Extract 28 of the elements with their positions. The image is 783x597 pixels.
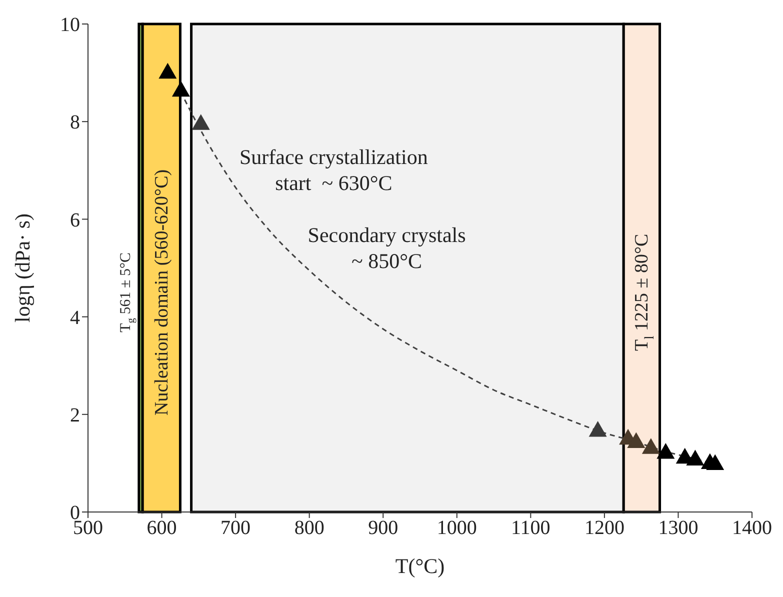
y-axis-title: logη (dPa· s) <box>10 214 34 322</box>
y-tick-label: 10 <box>60 14 80 36</box>
point <box>686 450 704 466</box>
point <box>642 438 660 454</box>
point <box>158 62 177 79</box>
point <box>627 432 646 448</box>
y-tick-label: 6 <box>70 209 80 232</box>
point <box>192 114 210 130</box>
x-tick-label: 1100 <box>511 517 550 540</box>
x-tick-label: 1200 <box>584 517 624 540</box>
annotation: Secondary crystals ~ 850°C <box>308 223 466 274</box>
y-tick-label: 2 <box>70 404 80 426</box>
x-tick-label: 600 <box>146 517 177 540</box>
annotation: Surface crystallization start ~ 630°C <box>240 145 428 196</box>
x-tick-label: 700 <box>220 517 251 540</box>
x-axis-title: T(°C) <box>395 554 445 578</box>
x-tick-label: 1300 <box>658 517 698 540</box>
point <box>656 442 675 459</box>
point <box>588 421 607 437</box>
x-tick-label: 800 <box>294 517 324 540</box>
point <box>706 454 724 470</box>
point <box>172 80 190 97</box>
x-tick-label: 1000 <box>436 517 477 540</box>
y-tick-label: 8 <box>70 112 80 134</box>
x-tick-label: 900 <box>368 517 398 540</box>
band-label: Nucleation domain (560-620°C) <box>150 169 172 416</box>
y-tick-label: 4 <box>70 306 80 329</box>
x-tick-label: 1400 <box>732 517 772 540</box>
